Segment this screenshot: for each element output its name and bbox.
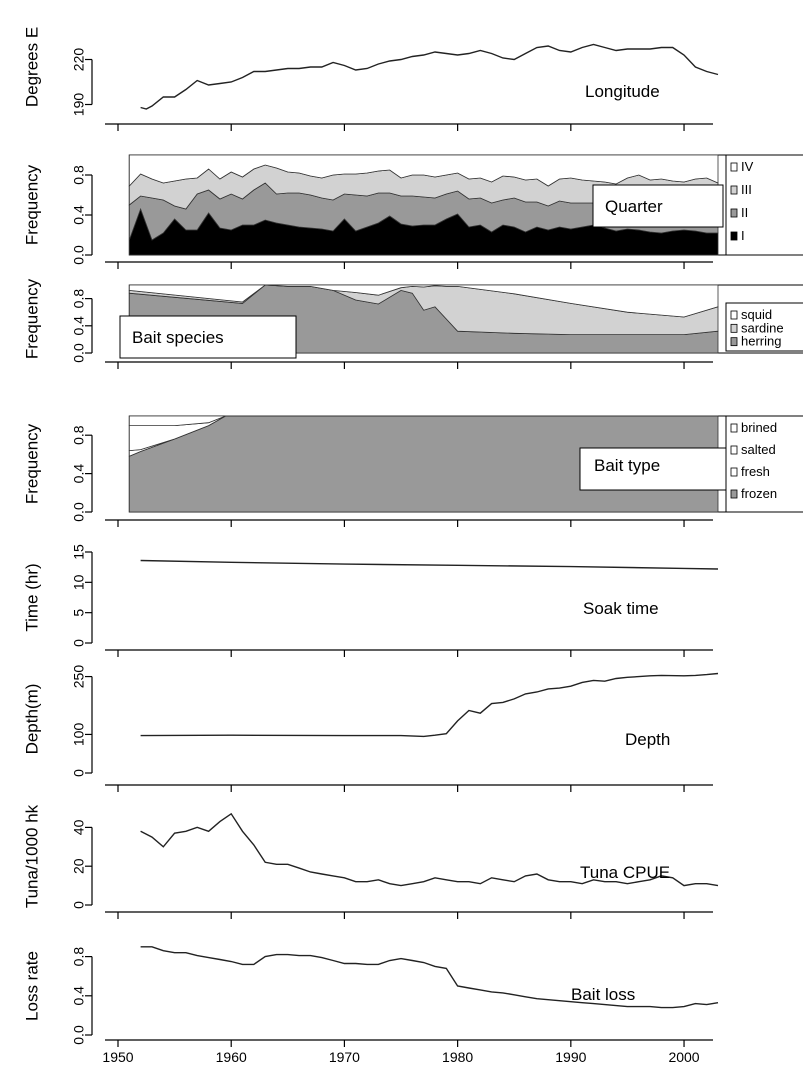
legend-swatch (730, 208, 738, 218)
legend-swatch (730, 162, 738, 172)
legend-swatch (730, 445, 738, 455)
panel-label: Tuna CPUE (580, 863, 670, 882)
panel-label: Soak time (583, 599, 659, 618)
legend-swatch (730, 310, 738, 320)
area-brined (128, 415, 718, 426)
legend-label: salted (741, 442, 776, 457)
area-IV (128, 154, 719, 188)
area-squid (128, 284, 719, 318)
legend-swatch (730, 467, 738, 477)
series-line (140, 946, 719, 1009)
panel-7: 0 20 40 Tuna/1000 hk Tuna CPUE (22, 804, 719, 919)
y-axis-label: Frequency (22, 278, 41, 359)
y-tick-label: 0.0 (71, 245, 87, 265)
legend-swatch (730, 231, 738, 241)
y-tick-label: 5 (71, 609, 87, 617)
legend-label: squid (741, 307, 772, 322)
legend-swatch (730, 423, 738, 433)
panel-3: 0.0 0.4 0.8 Frequency Bait species squidsardi… (22, 278, 803, 369)
y-tick-label: 15 (71, 544, 87, 560)
y-tick-label: 0.8 (71, 947, 87, 967)
legend-swatch (730, 337, 738, 347)
panel-label: Bait loss (571, 985, 635, 1004)
y-tick-label: 0.8 (71, 425, 87, 445)
legend-swatch (730, 185, 738, 195)
y-tick-label: 0.0 (71, 502, 87, 522)
y-axis-label: Depth(m) (22, 684, 41, 755)
series-line (140, 43, 719, 110)
legend-label: III (741, 182, 752, 197)
legend-label: IV (741, 159, 754, 174)
y-tick-label: 0.4 (71, 986, 87, 1006)
y-tick-label: 100 (71, 723, 87, 747)
y-tick-label: 250 (71, 665, 87, 689)
y-axis-label: Frequency (22, 423, 41, 504)
y-tick-label: 220 (71, 48, 87, 72)
y-tick-label: 40 (71, 819, 87, 835)
panel-5: 0 5 10 15 Time (hr) Soak time (22, 544, 719, 657)
panel-4: 0.0 0.4 0.8 Frequency Bait type brined salted f… (22, 415, 803, 527)
panel-8: 0.0 0.4 0.8 Loss rate 1950 1960 1970 1980 1990 20… (22, 946, 719, 1065)
legend-label: sardine (741, 320, 784, 335)
y-tick-label: 0.4 (71, 316, 87, 336)
legend-label: herring (741, 334, 781, 349)
y-tick-label: 20 (71, 858, 87, 874)
panel-1: 190 220 Degrees E Longitude (22, 27, 719, 131)
y-axis-label: Loss rate (22, 951, 41, 1021)
x-tick-label: 1960 (216, 1049, 247, 1065)
y-tick-label: 0.8 (71, 289, 87, 309)
y-tick-label: 190 (71, 93, 87, 117)
y-axis-label: Degrees E (22, 27, 41, 107)
legend-swatch (730, 323, 738, 333)
legend: brined salted fresh frozen (725, 415, 803, 513)
y-tick-label: 0.0 (71, 343, 87, 363)
series-line (140, 672, 719, 738)
legend-label: I (741, 228, 745, 243)
legend-swatch (730, 489, 738, 499)
y-tick-label: 10 (71, 574, 87, 590)
legend-label: fresh (741, 464, 770, 479)
series-line (140, 812, 719, 887)
legend-label: frozen (741, 486, 777, 501)
y-tick-label: 0.4 (71, 464, 87, 484)
panel-6: 0 100 250 Depth(m) Depth (22, 665, 719, 792)
panel-label: Bait species (132, 328, 224, 347)
y-tick-label: 0.0 (71, 1025, 87, 1045)
x-tick-label: 1980 (442, 1049, 473, 1065)
x-tick-label: 2000 (668, 1049, 699, 1065)
legend-label: II (741, 205, 748, 220)
y-tick-label: 0.8 (71, 165, 87, 185)
y-axis-label: Tuna/1000 hk (22, 804, 41, 908)
legend-box (725, 415, 803, 513)
panel-label: Longitude (585, 82, 660, 101)
panel-label: Depth (625, 730, 670, 749)
label-box (579, 447, 729, 491)
y-tick-label: 0.4 (71, 205, 87, 225)
legend-box (725, 302, 803, 352)
x-tick-label: 1990 (555, 1049, 586, 1065)
panel-label: Quarter (605, 197, 663, 216)
x-tick-label: 1950 (102, 1049, 133, 1065)
y-tick-label: 0 (71, 769, 87, 777)
x-tick-label: 1970 (329, 1049, 360, 1065)
label-box (592, 184, 724, 228)
y-tick-label: 0 (71, 639, 87, 647)
y-tick-label: 0 (71, 901, 87, 909)
panel-label: Bait type (594, 456, 660, 475)
y-axis-label: Time (hr) (22, 563, 41, 631)
series-line (140, 559, 719, 570)
y-axis-label: Frequency (22, 164, 41, 245)
legend-box (725, 154, 803, 256)
label-box (119, 315, 297, 359)
legend-label: brined (741, 420, 777, 435)
